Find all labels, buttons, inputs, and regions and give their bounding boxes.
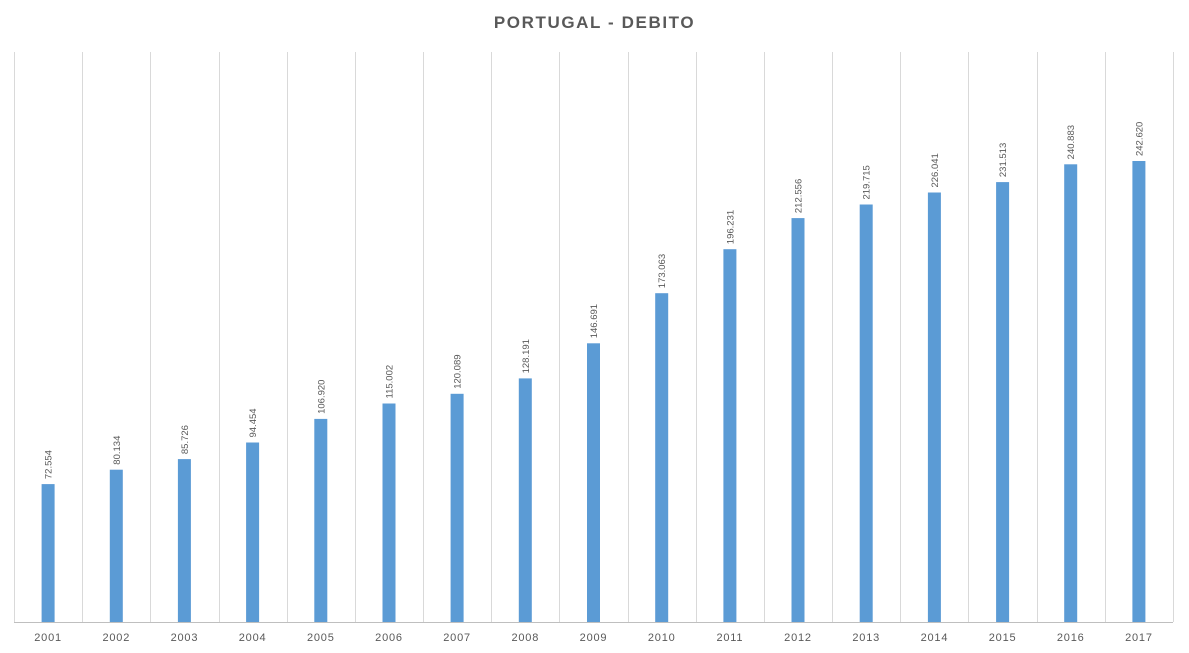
bar-2013	[859, 204, 873, 622]
bar-2016	[1064, 164, 1078, 623]
data-label-2003: 85.726	[180, 425, 191, 454]
grid-layer	[14, 52, 1174, 622]
data-label-2010: 173.063	[657, 254, 668, 288]
bar-2015	[996, 182, 1010, 622]
data-label-layer: 72.554 80.134 85.726 94.454 106.920 115.002 12…	[44, 122, 1146, 479]
data-label-2013: 219.715	[862, 165, 873, 199]
x-tick-label-2013: 2013	[852, 632, 880, 644]
x-tick-label-2012: 2012	[784, 632, 812, 644]
x-tick-label-2006: 2006	[375, 632, 403, 644]
x-tick-label-2003: 2003	[171, 632, 199, 644]
bar-2001	[41, 484, 55, 622]
bar-2010	[655, 293, 669, 622]
data-label-2004: 94.454	[248, 408, 259, 437]
bar-layer	[41, 161, 1146, 623]
bar-2007	[450, 393, 464, 622]
data-label-2016: 240.883	[1066, 125, 1077, 159]
x-tick-label-2005: 2005	[307, 632, 335, 644]
data-label-2012: 212.556	[794, 179, 805, 213]
bar-2012	[791, 218, 805, 622]
data-label-2009: 146.691	[589, 304, 600, 338]
data-label-2007: 120.089	[453, 354, 464, 388]
x-tick-label-2010: 2010	[648, 632, 676, 644]
data-label-2005: 106.920	[316, 380, 327, 414]
data-label-2008: 128.191	[521, 339, 532, 373]
x-tick-label-2002: 2002	[102, 632, 130, 644]
data-label-2001: 72.554	[44, 450, 55, 479]
data-label-2014: 226.041	[930, 153, 941, 187]
data-label-2011: 196.231	[725, 210, 736, 244]
bar-2017	[1132, 161, 1146, 622]
bar-2009	[587, 343, 600, 622]
x-tick-label-2009: 2009	[580, 632, 608, 644]
data-label-2006: 115.002	[385, 365, 396, 399]
bar-2006	[382, 403, 396, 622]
bar-2014	[927, 192, 941, 622]
data-label-2015: 231.513	[998, 143, 1009, 177]
chart-title: PORTUGAL - DEBITO	[493, 13, 696, 32]
data-label-2002: 80.134	[112, 436, 123, 465]
x-tick-label-2014: 2014	[921, 632, 949, 644]
x-tick-label-2017: 2017	[1125, 632, 1153, 644]
x-tick-label-2015: 2015	[989, 632, 1017, 644]
x-tick-label-2007: 2007	[443, 632, 471, 644]
x-tick-label-2016: 2016	[1057, 632, 1085, 644]
x-tick-label-2001: 2001	[34, 632, 62, 644]
x-tick-label-2008: 2008	[511, 632, 539, 644]
bar-2004	[246, 442, 260, 622]
tick-label-layer: 2001 2002 2003 2004 2005 2006 2007 2008 2009 2010…	[34, 632, 1152, 644]
data-label-2017: 242.620	[1134, 122, 1145, 156]
x-tick-label-2011: 2011	[716, 632, 743, 644]
bar-2005	[314, 418, 328, 622]
x-tick-label-2004: 2004	[239, 632, 267, 644]
bar-2003	[177, 459, 191, 622]
bar-2008	[518, 378, 532, 622]
bar-2002	[109, 469, 123, 622]
bar-2011	[723, 249, 737, 622]
